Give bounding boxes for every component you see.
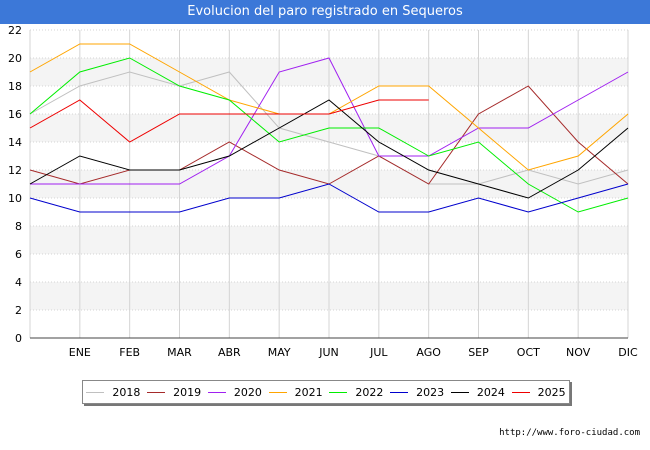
x-tick-label: NOV	[566, 346, 591, 359]
x-tick-label: MAR	[167, 346, 192, 359]
legend-item-2023: 2023	[390, 386, 444, 399]
x-tick-label: MAY	[268, 346, 291, 359]
x-tick-label: ABR	[218, 346, 241, 359]
series-line-2024	[29, 99, 629, 199]
legend-swatch	[511, 391, 530, 393]
x-tick-label: JUN	[318, 346, 339, 359]
y-tick-labels: 0 2 4 6 8 10 12 14 16 18 20 22	[8, 24, 22, 345]
legend-swatch	[207, 391, 226, 393]
y-tick-label: 12	[8, 164, 22, 177]
y-tick-label: 20	[8, 52, 22, 65]
legend-item-2018: 2018	[86, 386, 140, 399]
x-tick-label: OCT	[517, 346, 540, 359]
legend-item-2021: 2021	[268, 385, 323, 399]
legend-label: 2025	[537, 385, 566, 399]
legend-item-2024: 2024	[450, 385, 505, 399]
series-line-2023	[29, 183, 629, 213]
y-tick-label: 22	[8, 24, 22, 37]
legend-swatch	[329, 391, 348, 393]
legend-label: 2024	[476, 385, 505, 399]
y-tick-label: 10	[8, 192, 22, 205]
x-tick-label: JUL	[369, 346, 388, 359]
series-line-2020	[30, 57, 629, 185]
legend-label: 2018	[112, 385, 141, 399]
x-tick-labels: ENE FEB MAR ABR MAY JUN JUL AGO SEP OCT NOV DIC	[69, 346, 638, 359]
legend-label: 2021	[294, 385, 323, 399]
y-tick-label: 16	[8, 108, 22, 121]
series-line-2025	[29, 99, 429, 143]
legend-item-2025: 2025	[511, 385, 566, 399]
y-tick-label: 18	[8, 80, 22, 93]
legend-item-2020: 2020	[207, 385, 262, 399]
x-tick-label: FEB	[119, 346, 140, 359]
legend: 2018 2019 2020 2021 2022 2023 2024 2025	[82, 380, 570, 404]
legend-label: 2022	[355, 385, 384, 399]
legend-label: 2019	[173, 385, 202, 399]
series-line-2022	[29, 57, 629, 213]
series-lines	[29, 43, 629, 213]
legend-label: 2023	[416, 385, 445, 399]
legend-item-2019: 2019	[147, 386, 201, 399]
y-tick-label: 14	[8, 136, 22, 149]
y-tick-label: 4	[15, 276, 22, 289]
y-tick-label: 8	[15, 220, 22, 233]
legend-swatch	[147, 391, 166, 393]
legend-swatch	[268, 391, 287, 393]
legend-item-2022: 2022	[329, 386, 383, 399]
y-tick-label: 6	[15, 248, 22, 261]
y-tick-label: 2	[15, 304, 22, 317]
legend-swatch	[450, 391, 469, 393]
legend-swatch	[390, 391, 409, 393]
x-tick-label: SEP	[468, 346, 489, 359]
y-tick-label: 0	[15, 332, 22, 345]
x-tick-label: AGO	[416, 346, 441, 359]
chart-title: Evolucion del paro registrado en Sequero…	[0, 0, 650, 24]
legend-swatch	[86, 391, 105, 393]
x-tick-label: ENE	[69, 346, 91, 359]
x-tick-label: DIC	[618, 346, 638, 359]
source-credit: http://www.foro-ciudad.com	[499, 428, 640, 438]
legend-label: 2020	[233, 385, 262, 399]
